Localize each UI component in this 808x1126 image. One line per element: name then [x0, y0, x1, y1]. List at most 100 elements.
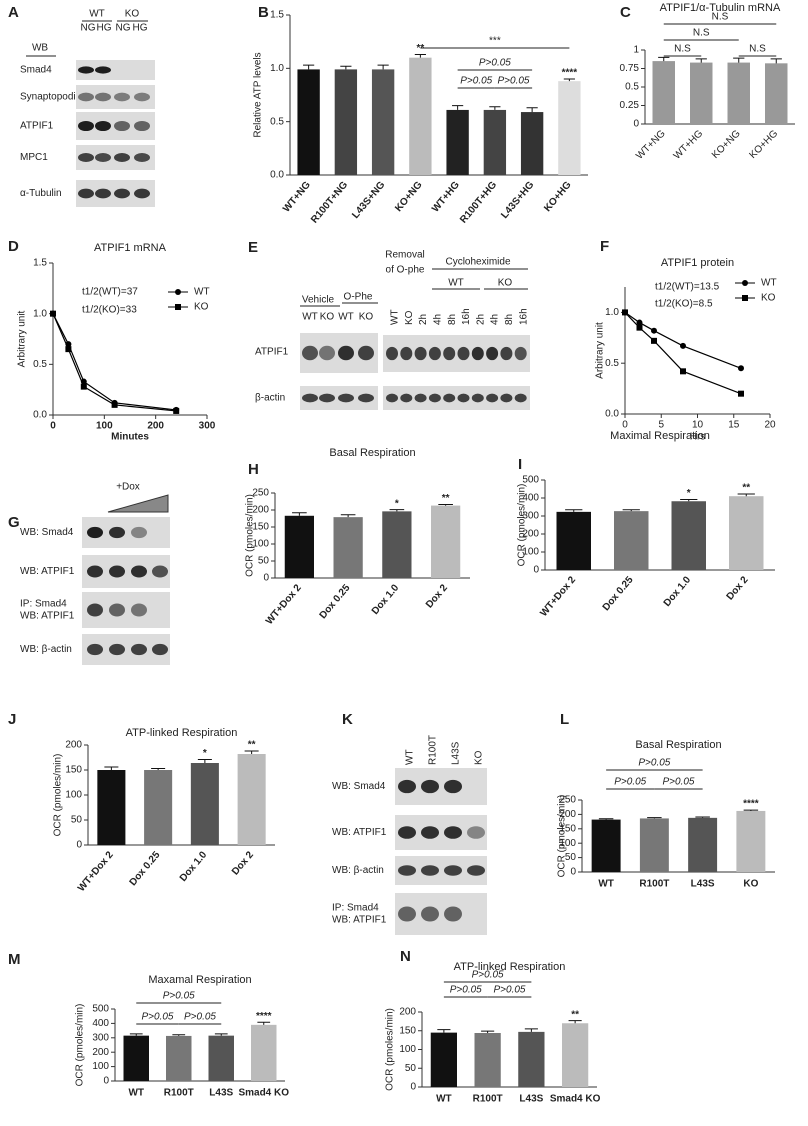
blot-band	[421, 826, 439, 839]
y-tick-label: 100	[399, 1044, 416, 1055]
annotation: P>0.05	[184, 1012, 216, 1023]
y-tick-label: 200	[65, 740, 82, 751]
marker	[65, 346, 72, 353]
blot-band	[95, 153, 111, 162]
y-tick-label: 0	[533, 565, 539, 576]
blot-band	[414, 393, 427, 403]
blot-band	[78, 120, 94, 132]
series-line	[52, 313, 177, 412]
y-tick-label: 0.0	[33, 410, 47, 421]
bar	[190, 763, 219, 845]
blot-band	[109, 565, 125, 578]
blot-band	[134, 120, 150, 132]
error-bar	[489, 106, 501, 110]
blot-label: 8h	[504, 314, 515, 325]
error-bar	[743, 809, 759, 811]
annotation: N.S	[674, 44, 691, 55]
x-tick-label: Dox 2	[230, 849, 256, 877]
blot-label: HG	[133, 23, 148, 34]
x-tick-label: Dox 1.0	[662, 574, 694, 609]
error-bar	[214, 1033, 228, 1036]
x-tick-label: 200	[147, 421, 164, 432]
x-tick-label: WT+HG	[430, 179, 462, 214]
panel-letter: H	[248, 461, 259, 478]
y-tick-label: 400	[522, 493, 539, 504]
blot-label: Removal	[385, 250, 424, 261]
blot-band	[500, 393, 513, 403]
error-bar	[292, 512, 307, 516]
error-bar	[340, 514, 356, 518]
bar	[483, 109, 507, 175]
y-tick-label: 0	[633, 119, 639, 130]
y-axis-label: OCR (pmoles/min)	[517, 484, 528, 567]
blot-band	[87, 526, 103, 539]
x-tick-label: KO+NG	[710, 128, 743, 161]
y-axis-label: OCR (pmoles/min)	[385, 1008, 396, 1091]
blot-label: α-Tubulin	[20, 188, 62, 199]
blot-label: WT	[405, 749, 416, 765]
blot-band	[134, 153, 150, 162]
error-bar	[303, 64, 315, 70]
error-bar	[598, 818, 614, 820]
bar	[729, 496, 764, 570]
blot-label: 16h	[518, 308, 529, 325]
error-bar	[377, 64, 389, 70]
y-tick-label: 200	[92, 1047, 109, 1058]
marker	[636, 319, 643, 326]
blot-band	[109, 643, 125, 656]
blot-label: Vehicle	[302, 295, 335, 306]
blot-band	[114, 92, 130, 102]
marker	[651, 327, 657, 334]
blot-label: WT	[390, 309, 401, 325]
blot-band	[109, 603, 125, 617]
y-tick-label: 50	[565, 852, 577, 863]
error-bar	[647, 817, 662, 819]
blot-band	[134, 92, 150, 102]
x-tick-label: 100	[96, 421, 113, 432]
error-bar	[526, 107, 538, 113]
annotation: t1/2(KO)=33	[82, 305, 137, 316]
blot-band	[95, 120, 111, 132]
blot-band	[114, 120, 130, 132]
blot-label: KO	[474, 750, 485, 765]
blot-band	[358, 345, 374, 361]
y-tick-label: 0	[410, 1082, 416, 1093]
marker	[680, 342, 686, 349]
y-tick-label: 100	[522, 547, 539, 558]
blot-label: 8h	[447, 314, 458, 325]
y-tick-label: 200	[522, 529, 539, 540]
significance: *	[203, 748, 207, 759]
y-tick-label: 0	[570, 867, 576, 878]
error-bar	[244, 750, 259, 754]
error-bar	[658, 56, 670, 62]
y-tick-label: 0	[76, 840, 82, 851]
panel-letter: D	[8, 238, 19, 255]
legend-label: KO	[761, 293, 776, 304]
y-tick-label: 250	[559, 795, 576, 806]
marker	[651, 337, 657, 344]
panel-letter: N	[400, 948, 411, 965]
bar	[284, 515, 314, 578]
blot-band	[338, 345, 354, 361]
blot-label: Cycloheximide	[445, 257, 510, 268]
x-tick-label: Dox 0.25	[318, 582, 353, 621]
blot-label: HG	[97, 23, 112, 34]
blot-band	[414, 346, 427, 361]
error-bar	[481, 1030, 495, 1033]
blot-label: ATPIF1	[255, 347, 289, 358]
blot-label: WB: ATPIF1	[20, 611, 75, 622]
blot-label: 4h	[433, 314, 444, 325]
chart-title: Basal Respiration	[635, 739, 721, 751]
bar	[556, 511, 591, 570]
panel-letter: A	[8, 4, 19, 21]
blot-band	[398, 906, 416, 922]
group-rule	[300, 268, 528, 307]
blot-label: KO	[498, 278, 513, 289]
x-tick-label: 10	[692, 420, 704, 431]
panel-letter: E	[248, 239, 258, 256]
bar	[251, 1024, 277, 1081]
bar	[334, 69, 358, 175]
annotation: N.S	[749, 44, 766, 55]
y-tick-label: 1	[633, 45, 639, 56]
error-bar	[151, 768, 166, 770]
